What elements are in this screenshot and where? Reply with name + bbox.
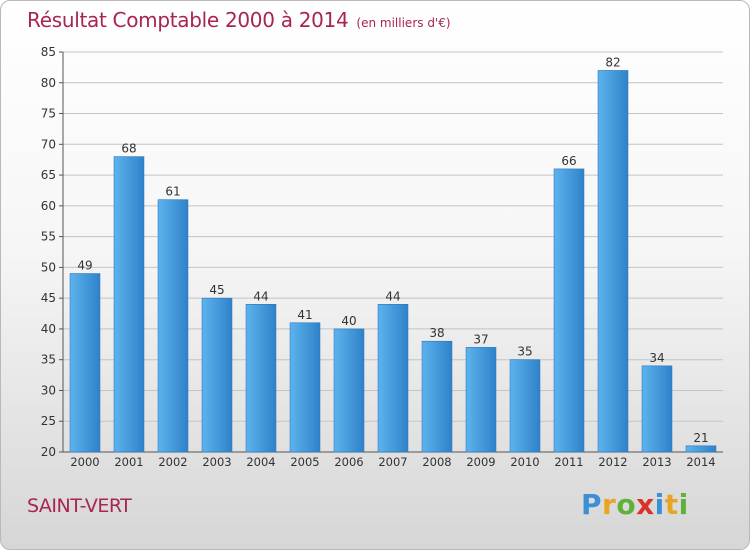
y-tick-label: 30 [41,383,56,397]
data-label-2013: 34 [649,351,664,365]
y-tick-label: 80 [41,76,56,90]
y-tick-label: 20 [41,445,56,459]
y-tick-labels: 20 25 30 35 40 45 50 55 60 65 70 75 80 85 [41,45,56,459]
y-tick-label: 55 [41,230,56,244]
bar-2012 [597,70,629,453]
bar-2006 [333,328,365,453]
bars [69,70,717,453]
x-tick-label: 2005 [290,455,319,469]
bar-2002 [157,199,189,453]
bar-2001 [113,156,145,453]
bar-2011 [553,168,585,453]
y-tick-label: 65 [41,168,56,182]
bar-2004 [245,304,277,453]
data-label-2014: 21 [693,431,708,445]
data-label-2003: 45 [209,283,224,297]
data-label-2007: 44 [385,289,400,303]
data-label-2006: 40 [341,314,356,328]
y-tick-label: 75 [41,107,56,121]
x-tick-label: 2007 [378,455,407,469]
y-tick-label: 85 [41,45,56,59]
x-tick-label: 2003 [202,455,231,469]
y-tick-label: 50 [41,260,56,274]
y-tick-label: 60 [41,199,56,213]
bar-2007 [377,304,409,453]
y-tick-label: 70 [41,137,56,151]
data-labels: 49 68 61 45 44 41 40 44 38 37 35 66 82 34 21 [77,55,708,444]
brand-letter: t [664,488,679,521]
x-tick-label: 2004 [246,455,275,469]
x-tick-label: 2012 [598,455,627,469]
brand-letter: i [654,488,665,521]
commune-name: SAINT-VERT [27,495,132,517]
data-label-2000: 49 [77,259,92,273]
y-tick-label: 25 [41,414,56,428]
data-label-2010: 35 [517,345,532,359]
data-label-2005: 41 [297,308,312,322]
x-tick-label: 2001 [114,455,143,469]
bar-2009 [465,347,497,453]
chart-title: Résultat Comptable 2000 à 2014 (en millie… [27,8,451,32]
data-label-2009: 37 [473,332,488,346]
x-tick-labels: 2000 2001 2002 2003 2004 2005 2006 2007 2008 2009… [70,455,715,469]
x-tick-label: 2011 [554,455,583,469]
x-tick-label: 2009 [466,455,495,469]
title-text: Résultat Comptable 2000 à 2014 [27,8,349,32]
y-tick-label: 35 [41,353,56,367]
brand-letter: i [678,488,689,521]
x-tick-label: 2006 [334,455,363,469]
data-label-2008: 38 [429,326,444,340]
brand-letter: o [616,488,637,521]
x-tick-label: 2013 [642,455,671,469]
data-label-2004: 44 [253,289,268,303]
bar-2010 [509,359,541,453]
bar-2008 [421,340,453,453]
x-tick-label: 2002 [158,455,187,469]
x-tick-label: 2000 [70,455,99,469]
data-label-2002: 61 [165,185,180,199]
y-tick-label: 45 [41,291,56,305]
x-tick-label: 2010 [510,455,539,469]
data-label-2001: 68 [121,142,136,156]
y-tick-label: 40 [41,322,56,336]
brand-letter: x [636,488,655,521]
x-tick-label: 2014 [686,455,715,469]
brand-logo: Proxiti [581,488,689,521]
chart-subtitle: (en milliers d'€) [356,16,451,30]
data-label-2011: 66 [561,154,576,168]
bar-2005 [289,322,321,453]
bar-2013 [641,365,673,453]
data-label-2012: 82 [605,55,620,69]
bar-2003 [201,297,233,453]
bar-2014 [685,445,717,453]
bar-2000 [69,273,101,453]
brand-letter: r [602,488,617,521]
brand-letter: P [581,488,603,521]
x-tick-label: 2008 [422,455,451,469]
